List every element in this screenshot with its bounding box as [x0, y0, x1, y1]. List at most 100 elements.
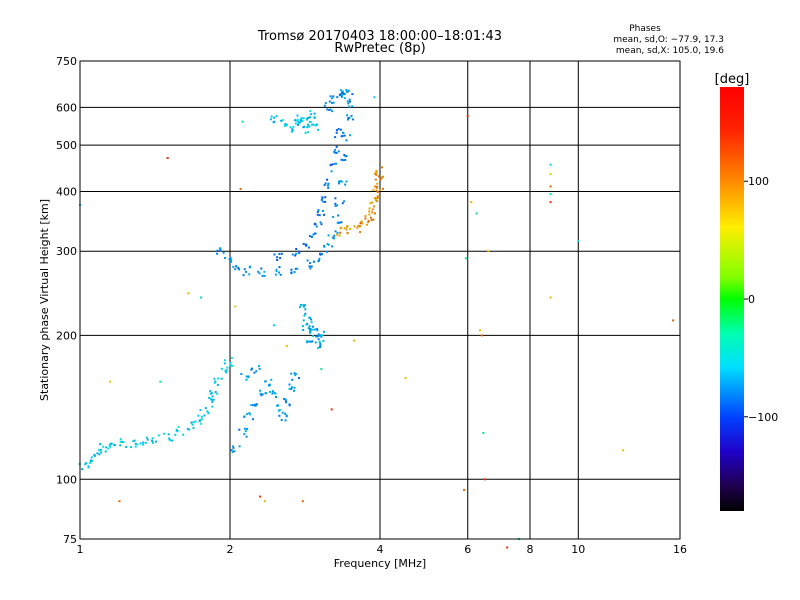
- data-point: [335, 131, 338, 134]
- data-point: [316, 213, 319, 216]
- data-point: [169, 439, 172, 442]
- data-point: [231, 364, 234, 367]
- data-point: [98, 453, 101, 456]
- data-point: [360, 220, 363, 223]
- data-point: [373, 172, 376, 175]
- data-point: [506, 546, 509, 549]
- data-point: [269, 390, 271, 393]
- data-point: [318, 259, 320, 262]
- data-point: [278, 253, 281, 255]
- data-point: [340, 180, 343, 183]
- data-point: [341, 94, 344, 97]
- x-tick-label: 4: [377, 543, 384, 556]
- data-point: [373, 96, 376, 99]
- data-point: [298, 377, 300, 379]
- data-point: [475, 212, 478, 215]
- data-point: [307, 131, 309, 134]
- data-point: [330, 170, 333, 173]
- data-point: [313, 260, 315, 263]
- data-point: [294, 122, 297, 125]
- data-point: [338, 180, 341, 183]
- data-point: [324, 102, 327, 105]
- data-point: [217, 377, 220, 380]
- data-point: [347, 117, 350, 120]
- data-point: [294, 254, 297, 257]
- data-point: [463, 488, 466, 491]
- data-point: [99, 443, 102, 446]
- data-point: [263, 274, 266, 277]
- data-point: [302, 329, 305, 331]
- data-point: [272, 121, 275, 124]
- data-point: [223, 359, 226, 362]
- data-point: [223, 362, 226, 365]
- data-point: [367, 219, 370, 222]
- data-point: [245, 435, 248, 438]
- data-point: [289, 126, 292, 129]
- data-point: [228, 258, 231, 260]
- data-point: [320, 335, 323, 338]
- data-point: [234, 268, 237, 271]
- data-point: [232, 446, 235, 449]
- data-point: [323, 104, 326, 107]
- data-point: [293, 386, 296, 389]
- data-point: [304, 131, 307, 134]
- data-point: [157, 434, 160, 437]
- data-point: [151, 437, 154, 440]
- data-point: [125, 446, 128, 448]
- data-point: [108, 444, 111, 446]
- data-point: [174, 433, 177, 436]
- data-point: [549, 173, 552, 176]
- data-point: [259, 392, 262, 395]
- data-point: [276, 259, 279, 261]
- data-point: [374, 185, 376, 188]
- data-point: [335, 129, 338, 132]
- data-point: [260, 394, 263, 397]
- data-point: [296, 124, 299, 126]
- data-point: [308, 120, 311, 123]
- data-point: [318, 341, 321, 343]
- x-tick-label: 16: [673, 543, 687, 556]
- data-point: [301, 325, 304, 328]
- data-point: [376, 195, 379, 197]
- chart-subtitle: RwPretec (8p): [334, 41, 425, 56]
- data-point: [243, 415, 246, 418]
- data-point: [335, 145, 338, 148]
- data-point: [479, 329, 481, 332]
- data-point: [549, 201, 552, 204]
- data-point: [231, 451, 234, 453]
- data-point: [327, 234, 330, 237]
- series-blue-patch-near-2-9-mhz: [299, 303, 325, 349]
- x-tick-labels: 1 2 4 6 8 10 16: [77, 543, 688, 556]
- data-point: [308, 125, 311, 128]
- data-point: [93, 453, 96, 456]
- data-point: [295, 252, 298, 255]
- data-point: [353, 225, 356, 228]
- data-point: [177, 426, 180, 428]
- data-point: [309, 267, 312, 270]
- data-point: [368, 210, 371, 213]
- data-point: [482, 432, 485, 434]
- data-point: [244, 430, 247, 433]
- data-point: [279, 273, 282, 276]
- x-tick-label: 10: [571, 543, 585, 556]
- data-point: [327, 243, 330, 246]
- data-point: [359, 231, 362, 234]
- data-point: [379, 178, 382, 181]
- data-point: [259, 389, 262, 392]
- data-point: [376, 182, 379, 185]
- data-point: [232, 265, 235, 268]
- data-point: [261, 393, 264, 396]
- data-point: [119, 444, 122, 447]
- data-point: [339, 128, 342, 131]
- data-point: [214, 391, 217, 393]
- data-point: [276, 256, 279, 259]
- data-point: [343, 200, 346, 203]
- data-point: [192, 421, 195, 424]
- data-point: [344, 155, 347, 158]
- data-point: [166, 157, 169, 159]
- data-point: [283, 397, 285, 400]
- phase-info-o: mean, sd,O: −77.9, 17.3: [613, 35, 724, 45]
- data-point: [219, 249, 222, 252]
- data-point: [290, 130, 293, 133]
- series-scattered-points: [79, 96, 675, 549]
